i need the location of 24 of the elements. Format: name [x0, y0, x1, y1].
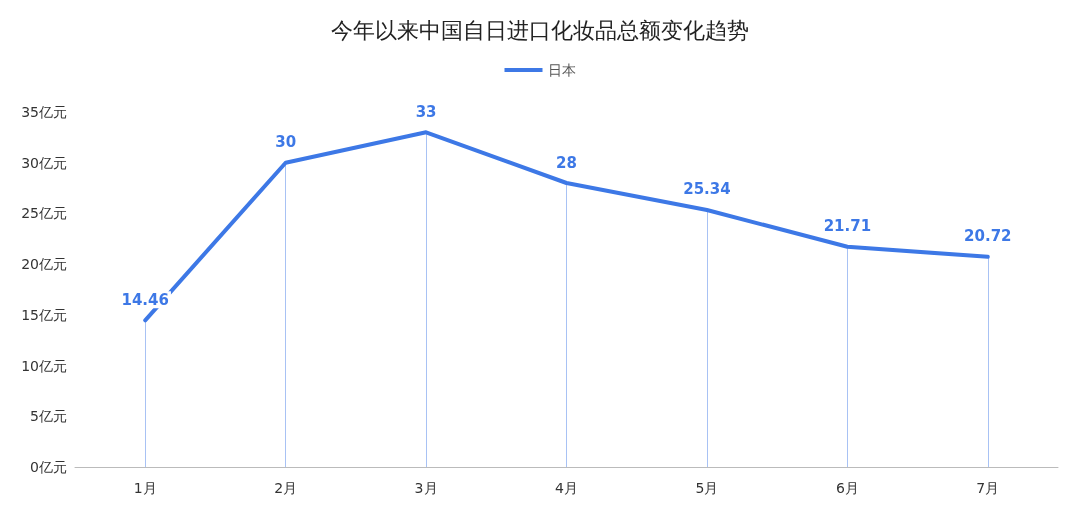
chart-title: 今年以来中国自日进口化妆品总额变化趋势 [331, 17, 749, 43]
y-tick-label: 20亿元 [21, 256, 67, 273]
legend-label: 日本 [547, 62, 576, 78]
data-label: 14.46 [121, 290, 169, 309]
x-tick-label: 7月 [976, 480, 1000, 496]
data-label: 28 [556, 153, 577, 172]
data-label: 30 [275, 133, 297, 152]
y-tick-label: 35亿元 [21, 104, 67, 120]
x-tick-label: 6月 [835, 480, 859, 496]
data-label: 20.72 [964, 227, 1012, 246]
y-tick-label: 15亿元 [21, 306, 67, 323]
x-tick-label: 1月 [133, 480, 157, 496]
y-tick-label: 30亿元 [21, 154, 67, 171]
data-label: 33 [415, 102, 437, 121]
y-tick-label: 5亿元 [30, 408, 67, 425]
y-tick-label: 10亿元 [21, 357, 67, 374]
data-label: 25.34 [683, 180, 731, 199]
x-tick-label: 2月 [274, 480, 298, 496]
y-tick-label: 0亿元 [30, 459, 67, 475]
x-tick-label: 5月 [695, 480, 719, 496]
data-label: 21.71 [823, 217, 872, 236]
y-tick-label: 25亿元 [21, 205, 67, 222]
x-tick-label: 4月 [555, 480, 578, 496]
x-tick-label: 3月 [414, 480, 438, 496]
